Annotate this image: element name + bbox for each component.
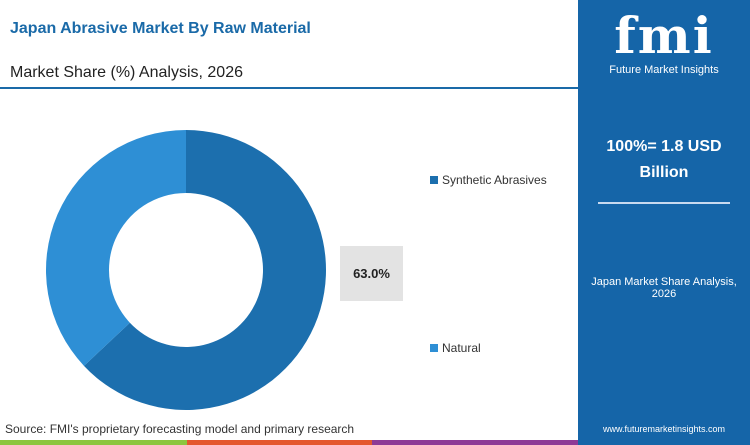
legend-swatch — [430, 344, 438, 352]
donut-slice-natural — [45, 130, 186, 366]
data-label-synthetic: 63.0% — [340, 246, 403, 301]
website-link[interactable]: www.futuremarketinsights.com — [602, 424, 726, 434]
info-panel: fmi Future Market Insights 100%= 1.8 USD… — [578, 0, 750, 445]
total-line2: Billion — [639, 164, 689, 181]
footer-bar-orange — [187, 440, 372, 445]
legend-swatch — [430, 176, 438, 184]
panel-note: Japan Market Share Analysis, 2026 — [591, 276, 737, 300]
legend-label: Natural — [442, 341, 481, 355]
fmi-logo: fmi Future Market Insights — [609, 6, 719, 77]
donut-chart — [45, 130, 326, 410]
chart-subtitle: Market Share (%) Analysis, 2026 — [10, 64, 243, 81]
legend-item-synthetic: Synthetic Abrasives — [430, 173, 547, 187]
market-total: 100%= 1.8 USD Billion — [578, 134, 750, 186]
footer-bar-purple — [372, 440, 578, 445]
panel-divider — [598, 202, 730, 204]
legend-label: Synthetic Abrasives — [442, 173, 547, 187]
footer-bar-green — [0, 440, 187, 445]
chart-title: Japan Abrasive Market By Raw Material — [10, 20, 311, 37]
header-divider — [0, 87, 578, 89]
total-line1: 100%= 1.8 USD — [606, 138, 722, 155]
legend-item-natural: Natural — [430, 341, 481, 355]
donut-slice-synthetic-abrasives — [83, 130, 326, 410]
source-note: Source: FMI's proprietary forecasting mo… — [5, 422, 355, 436]
